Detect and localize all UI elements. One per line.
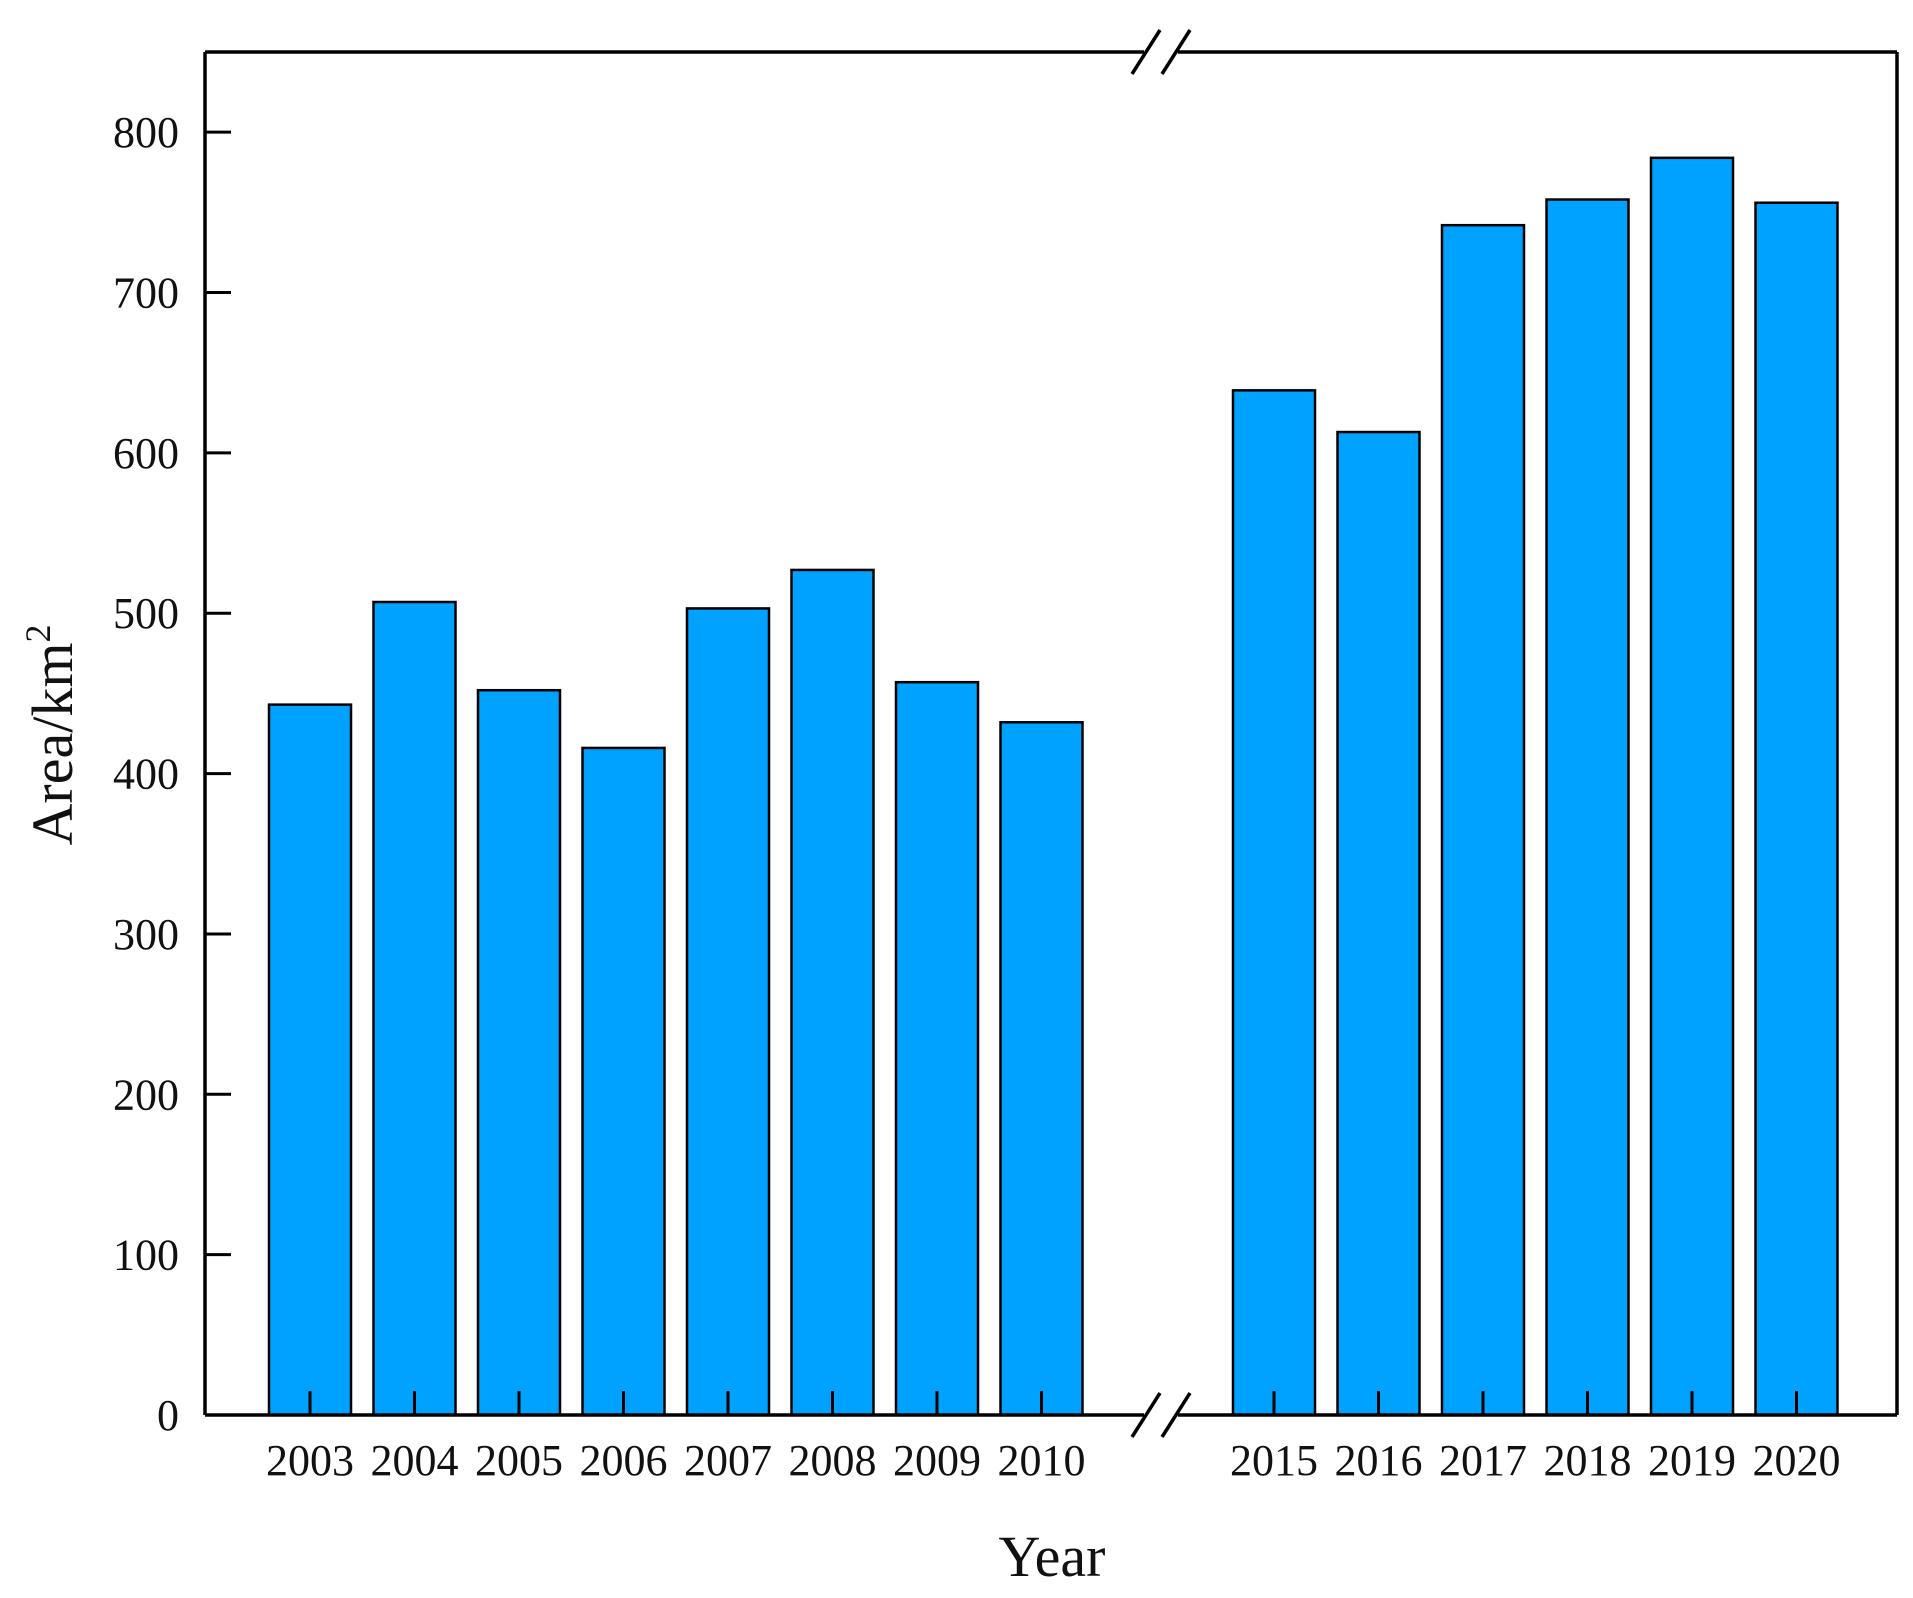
break-mark-top-2 xyxy=(1160,29,1192,75)
bar-2004 xyxy=(372,600,457,1417)
y-tick-label-700: 700 xyxy=(113,269,179,318)
x-tick-label-2004: 2004 xyxy=(371,1436,459,1485)
x-tick-label-2018: 2018 xyxy=(1544,1436,1632,1485)
x-tick-label-2020: 2020 xyxy=(1753,1436,1841,1485)
bar-2009 xyxy=(894,680,980,1417)
x-tick-label-2007: 2007 xyxy=(684,1436,772,1485)
y-tick-label-0: 0 xyxy=(157,1391,179,1440)
y-tick-label-300: 300 xyxy=(113,910,179,959)
x-tick-label-2009: 2009 xyxy=(893,1436,981,1485)
x-tick-label-2019: 2019 xyxy=(1648,1436,1736,1485)
x-axis: 2003 2004 2005 2006 2007 2008 2009 2010 2015 2016… xyxy=(266,1391,1841,1485)
bar-2007 xyxy=(685,607,771,1417)
bar-2020 xyxy=(1754,201,1839,1417)
bar-2006 xyxy=(581,746,666,1417)
x-tick-label-2010: 2010 xyxy=(998,1436,1086,1485)
x-tick-label-2003: 2003 xyxy=(266,1436,354,1485)
y-tick-label-800: 800 xyxy=(113,108,179,157)
bar-2015 xyxy=(1231,389,1317,1417)
y-axis-title: Area/km2 xyxy=(18,625,85,846)
x-tick-label-2015: 2015 xyxy=(1230,1436,1318,1485)
x-tick-label-2005: 2005 xyxy=(475,1436,563,1485)
bar-2008 xyxy=(790,568,875,1417)
break-mark-top-1 xyxy=(1130,29,1162,75)
axis-break-marks xyxy=(1130,29,1192,1438)
x-tick-label-2016: 2016 xyxy=(1335,1436,1423,1485)
y-tick-label-400: 400 xyxy=(113,750,179,799)
bar-2018 xyxy=(1545,198,1630,1417)
plot-frame xyxy=(203,50,1899,1417)
bar-2016 xyxy=(1336,430,1421,1417)
break-mark-bottom-2 xyxy=(1160,1392,1192,1438)
y-tick-label-600: 600 xyxy=(113,429,179,478)
y-axis: 0 100 200 300 400 500 600 700 800 xyxy=(113,108,231,1440)
bar-2017 xyxy=(1440,223,1526,1417)
y-axis-title-superscript: 2 xyxy=(18,625,58,643)
y-tick-label-500: 500 xyxy=(113,589,179,638)
bars-layer xyxy=(267,156,1839,1417)
y-axis-title-text: Area/km xyxy=(20,643,85,846)
x-tick-label-2017: 2017 xyxy=(1439,1436,1527,1485)
x-tick-label-2008: 2008 xyxy=(789,1436,877,1485)
x-axis-title: Year xyxy=(999,1524,1106,1589)
bar-2010 xyxy=(999,721,1084,1417)
bar-2019 xyxy=(1649,156,1735,1417)
bar-2005 xyxy=(476,688,562,1417)
x-tick-label-2006: 2006 xyxy=(580,1436,668,1485)
bar-2003 xyxy=(267,703,353,1417)
break-mark-bottom-1 xyxy=(1130,1392,1162,1438)
y-tick-label-100: 100 xyxy=(113,1231,179,1280)
y-tick-label-200: 200 xyxy=(113,1070,179,1119)
